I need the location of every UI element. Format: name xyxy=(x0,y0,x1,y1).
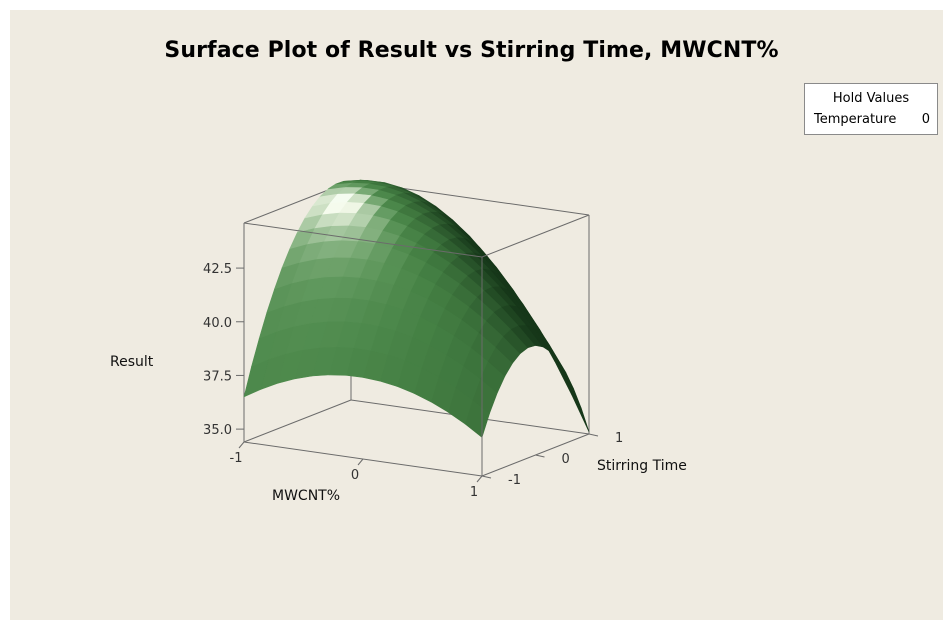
x-tick-label: 1 xyxy=(470,485,478,500)
hold-values-box: Hold Values Temperature 0 xyxy=(804,83,938,135)
x-axis-tick xyxy=(238,441,245,449)
box-edge xyxy=(243,399,352,443)
y-axis-tick xyxy=(535,454,545,458)
z-tick-label: 40.0 xyxy=(203,316,232,331)
x-axis-label: MWCNT% xyxy=(272,488,340,504)
x-tick-label: 0 xyxy=(351,468,359,483)
chart-title: Surface Plot of Result vs Stirring Time,… xyxy=(164,38,779,63)
x-tick-label: -1 xyxy=(230,451,243,466)
z-axis-label: Result xyxy=(110,354,154,370)
z-tick-label: 37.5 xyxy=(203,369,232,384)
x-axis-tick xyxy=(357,458,364,466)
z-tick-label: 42.5 xyxy=(203,262,232,277)
z-tick-label: 35.0 xyxy=(203,423,232,438)
y-tick-label: 0 xyxy=(562,452,570,467)
y-tick-label: -1 xyxy=(508,473,521,488)
y-axis-label: Stirring Time xyxy=(597,458,687,474)
hold-values-factor: Temperature xyxy=(814,112,897,127)
surface-patch xyxy=(564,374,590,433)
y-axis-tick xyxy=(481,475,492,479)
x-axis-tick xyxy=(476,475,483,483)
hold-values-value: 0 xyxy=(921,112,930,127)
surface-patch xyxy=(547,343,573,396)
y-axis-tick xyxy=(588,433,599,437)
box-edge xyxy=(243,222,483,258)
surface-patch xyxy=(343,179,369,182)
box-edge xyxy=(481,214,590,258)
y-tick-label: 1 xyxy=(615,431,623,446)
hold-values-heading: Hold Values xyxy=(832,91,910,106)
